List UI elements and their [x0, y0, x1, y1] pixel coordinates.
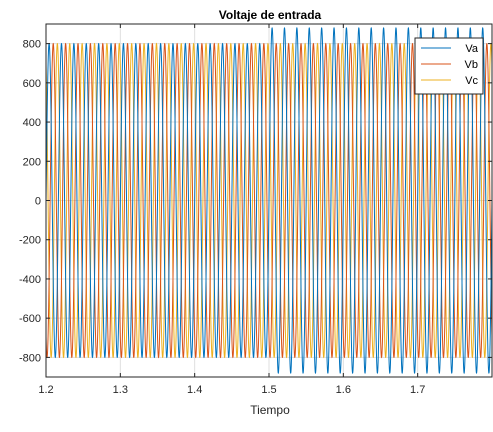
- y-tick-label: 200: [23, 156, 41, 168]
- x-tick-label: 1.4: [187, 384, 202, 396]
- y-tick-label: -400: [19, 274, 41, 286]
- legend-label-vb: Vb: [465, 59, 478, 71]
- x-tick-label: 1.3: [113, 384, 128, 396]
- x-tick-label: 1.5: [261, 384, 276, 396]
- y-tick-label: 400: [23, 117, 41, 129]
- x-axis-label: Tiempo: [250, 403, 290, 417]
- series-line-va: [46, 26, 492, 375]
- legend-box: [414, 37, 484, 95]
- legend-label-va: Va: [465, 43, 479, 55]
- series-line-vb: [46, 42, 492, 359]
- x-tick-label: 1.6: [336, 384, 351, 396]
- legend: Va Vb Vc: [414, 37, 484, 95]
- y-tick-label: -600: [19, 313, 41, 325]
- ticks: 1.2 1.3 1.4 1.5 1.6 1.7 800 600 400 200 0 -200 -400 -…: [19, 24, 492, 396]
- y-tick-label: -200: [19, 235, 41, 247]
- legend-label-vc: Vc: [465, 75, 478, 87]
- y-tick-label: 800: [23, 39, 41, 51]
- x-tick-label: 1.2: [38, 384, 53, 396]
- y-tick-label: 600: [23, 78, 41, 90]
- y-tick-label: -800: [19, 352, 41, 364]
- y-tick-label: 0: [35, 196, 41, 208]
- x-tick-label: 1.7: [410, 384, 425, 396]
- chart-title: Voltaje de entrada: [219, 8, 322, 22]
